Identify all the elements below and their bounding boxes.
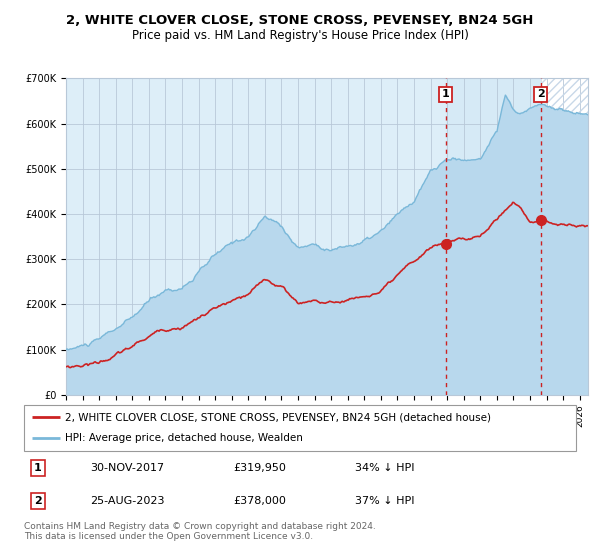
Text: 2: 2 [34,496,41,506]
Bar [541,78,588,395]
Text: 1: 1 [442,90,449,100]
Bar [446,78,541,395]
Text: 2, WHITE CLOVER CLOSE, STONE CROSS, PEVENSEY, BN24 5GH: 2, WHITE CLOVER CLOSE, STONE CROSS, PEVE… [67,14,533,27]
Text: 30-NOV-2017: 30-NOV-2017 [90,463,164,473]
Text: 37% ↓ HPI: 37% ↓ HPI [355,496,415,506]
Text: 2, WHITE CLOVER CLOSE, STONE CROSS, PEVENSEY, BN24 5GH (detached house): 2, WHITE CLOVER CLOSE, STONE CROSS, PEVE… [65,412,491,422]
Text: 1: 1 [34,463,41,473]
Text: £378,000: £378,000 [234,496,287,506]
Text: £319,950: £319,950 [234,463,287,473]
Text: HPI: Average price, detached house, Wealden: HPI: Average price, detached house, Weal… [65,433,303,444]
Text: Price paid vs. HM Land Registry's House Price Index (HPI): Price paid vs. HM Land Registry's House … [131,29,469,42]
Text: Contains HM Land Registry data © Crown copyright and database right 2024.
This d: Contains HM Land Registry data © Crown c… [24,522,376,542]
Text: 25-AUG-2023: 25-AUG-2023 [90,496,165,506]
Text: 2: 2 [537,90,545,100]
FancyBboxPatch shape [24,405,576,451]
Text: 34% ↓ HPI: 34% ↓ HPI [355,463,415,473]
